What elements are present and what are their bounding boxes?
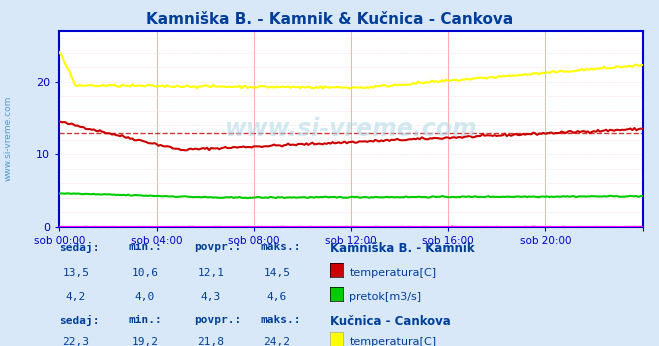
Text: 4,2: 4,2	[66, 292, 86, 302]
Text: 19,2: 19,2	[132, 337, 158, 346]
Text: povpr.:: povpr.:	[194, 315, 242, 325]
Text: 22,3: 22,3	[63, 337, 89, 346]
Text: www.si-vreme.com: www.si-vreme.com	[225, 117, 477, 141]
Text: Kučnica - Cankova: Kučnica - Cankova	[330, 315, 450, 328]
Text: www.si-vreme.com: www.si-vreme.com	[4, 96, 13, 181]
Text: 4,0: 4,0	[135, 292, 155, 302]
Text: povpr.:: povpr.:	[194, 242, 242, 252]
Text: 4,3: 4,3	[201, 292, 221, 302]
Text: 12,1: 12,1	[198, 268, 224, 278]
Text: min.:: min.:	[129, 242, 162, 252]
Text: temperatura[C]: temperatura[C]	[349, 337, 436, 346]
Text: sedaj:: sedaj:	[59, 315, 100, 326]
Text: sedaj:: sedaj:	[59, 242, 100, 253]
Text: temperatura[C]: temperatura[C]	[349, 268, 436, 278]
Text: Kamniška B. - Kamnik & Kučnica - Cankova: Kamniška B. - Kamnik & Kučnica - Cankova	[146, 12, 513, 27]
Text: pretok[m3/s]: pretok[m3/s]	[349, 292, 421, 302]
Text: 21,8: 21,8	[198, 337, 224, 346]
Text: maks.:: maks.:	[260, 242, 301, 252]
Text: 24,2: 24,2	[264, 337, 290, 346]
Text: Kamniška B. - Kamnik: Kamniška B. - Kamnik	[330, 242, 474, 255]
Text: 13,5: 13,5	[63, 268, 89, 278]
Text: min.:: min.:	[129, 315, 162, 325]
Text: 4,6: 4,6	[267, 292, 287, 302]
Text: maks.:: maks.:	[260, 315, 301, 325]
Text: 14,5: 14,5	[264, 268, 290, 278]
Text: 10,6: 10,6	[132, 268, 158, 278]
